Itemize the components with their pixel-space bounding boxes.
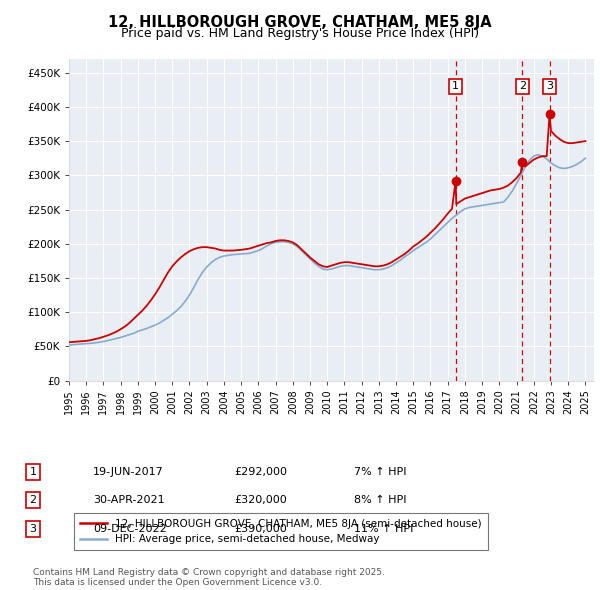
Text: 2: 2 <box>29 496 37 505</box>
Text: 3: 3 <box>29 524 37 533</box>
Text: 7% ↑ HPI: 7% ↑ HPI <box>354 467 407 477</box>
Text: 3: 3 <box>546 81 553 91</box>
Legend: 12, HILLBOROUGH GROVE, CHATHAM, ME5 8JA (semi-detached house), HPI: Average pric: 12, HILLBOROUGH GROVE, CHATHAM, ME5 8JA … <box>74 513 488 550</box>
Text: £320,000: £320,000 <box>234 496 287 505</box>
Text: 2: 2 <box>518 81 526 91</box>
Text: Contains HM Land Registry data © Crown copyright and database right 2025.
This d: Contains HM Land Registry data © Crown c… <box>33 568 385 587</box>
Text: 8% ↑ HPI: 8% ↑ HPI <box>354 496 407 505</box>
Text: 09-DEC-2022: 09-DEC-2022 <box>93 524 167 533</box>
Text: Price paid vs. HM Land Registry's House Price Index (HPI): Price paid vs. HM Land Registry's House … <box>121 27 479 40</box>
Text: 1: 1 <box>29 467 37 477</box>
Text: 19-JUN-2017: 19-JUN-2017 <box>93 467 164 477</box>
Text: £292,000: £292,000 <box>234 467 287 477</box>
Text: 12, HILLBOROUGH GROVE, CHATHAM, ME5 8JA: 12, HILLBOROUGH GROVE, CHATHAM, ME5 8JA <box>108 15 492 30</box>
Text: 1: 1 <box>452 81 459 91</box>
Text: £390,000: £390,000 <box>234 524 287 533</box>
Text: 30-APR-2021: 30-APR-2021 <box>93 496 164 505</box>
Text: 11% ↑ HPI: 11% ↑ HPI <box>354 524 413 533</box>
